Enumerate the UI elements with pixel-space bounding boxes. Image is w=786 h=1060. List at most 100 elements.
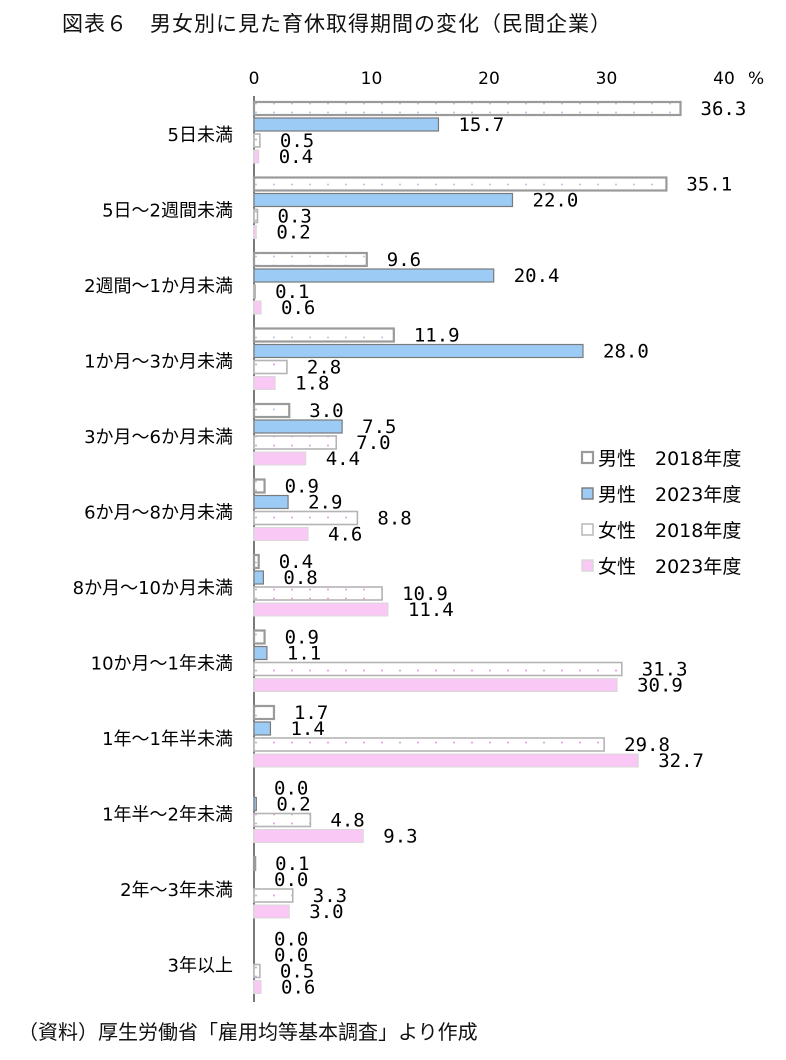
value-label: 0.6 (281, 297, 315, 319)
value-label: 29.8 (624, 734, 670, 756)
value-label: 1.4 (290, 718, 324, 740)
category-label: 3年以上 (168, 955, 233, 976)
bar-series-1 (252, 478, 266, 494)
value-label: 10.9 (402, 583, 448, 605)
bar-layer (252, 100, 682, 994)
value-label: 2.8 (307, 357, 341, 379)
value-label: 7.0 (356, 432, 390, 454)
value-label: 0.5 (280, 130, 314, 152)
bar-series-1 (252, 629, 266, 645)
bar-series-4 (253, 451, 307, 466)
value-label: 1.7 (294, 702, 328, 724)
bar-series-4 (253, 225, 257, 239)
legend-label: 女性 2023年度 (598, 556, 741, 578)
category-label: 6か月～8か月未満 (84, 502, 233, 523)
value-label: 0.0 (274, 869, 308, 891)
value-label: 7.5 (362, 416, 396, 438)
bar-series-2 (253, 721, 272, 736)
category-label: 1年半～2年未満 (102, 804, 233, 825)
value-label: 0.3 (278, 206, 312, 228)
value-label: 4.6 (328, 524, 362, 546)
value-label: 0.8 (283, 567, 317, 589)
legend-swatch (581, 559, 594, 572)
bar-series-1 (252, 402, 291, 419)
value-label: 22.0 (533, 190, 579, 212)
legend-label: 男性 2023年度 (598, 484, 741, 506)
value-label: 35.1 (686, 174, 732, 196)
bar-series-4 (253, 300, 262, 315)
value-label: 0.2 (276, 794, 310, 816)
legend-swatch (580, 450, 595, 465)
bar-series-1 (252, 176, 668, 192)
bar-series-3 (253, 284, 256, 299)
bar-series-4 (253, 980, 262, 994)
legend-label: 女性 2018年度 (598, 520, 741, 542)
value-label: 0.9 (285, 627, 319, 649)
category-label: 10か月～1年未満 (91, 653, 233, 674)
bar-series-3 (253, 510, 359, 526)
bar-series-2 (253, 343, 584, 359)
value-label: 15.7 (458, 114, 504, 136)
bar-series-2 (253, 192, 514, 208)
x-tick-label: 40 (713, 69, 735, 89)
value-label: 11.4 (408, 599, 454, 621)
value-label: 28.0 (603, 341, 649, 363)
value-label: 36.3 (701, 98, 747, 120)
bar-series-2 (253, 117, 440, 132)
category-label: 3か月～6か月未満 (84, 427, 233, 448)
value-label: 4.8 (330, 810, 364, 832)
bar-series-4 (253, 678, 618, 692)
bar-series-4 (253, 753, 639, 768)
legend-swatch (581, 487, 594, 500)
bar-series-3 (253, 359, 288, 375)
x-tick-label: 0 (249, 69, 260, 89)
value-label-layer: 36.315.70.50.435.122.00.30.29.620.40.10.… (274, 98, 746, 999)
bar-series-3 (253, 737, 605, 752)
bar-chart: 0 10 20 30 40 % 5日未満 5日～2週間未満 2週間～1か月未満 1か月～3か月未満… (73, 69, 764, 1002)
value-label: 31.3 (642, 659, 688, 681)
bar-series-2 (253, 494, 289, 510)
source-note: （資料）厚生労働省「雇用均等基本調査」より作成 (18, 1020, 478, 1044)
bar-series-4 (253, 376, 276, 390)
bar-series-2 (253, 570, 264, 585)
value-label: 8.8 (377, 508, 411, 530)
value-label: 11.9 (414, 325, 460, 347)
category-label: 1年～1年半未満 (102, 729, 233, 750)
category-label: 2週間～1か月未満 (84, 276, 233, 297)
value-label: 1.8 (295, 373, 329, 395)
bar-series-3 (253, 133, 261, 148)
value-label: 30.9 (637, 675, 683, 697)
bar-series-4 (253, 149, 260, 164)
value-label: 0.0 (274, 778, 308, 800)
value-label: 3.0 (309, 901, 343, 923)
value-label: 0.4 (279, 551, 313, 573)
bar-series-3 (253, 661, 623, 677)
bar-series-3 (253, 812, 312, 828)
bar-series-3 (253, 888, 294, 903)
legend-swatch (581, 523, 594, 536)
bar-series-1 (252, 553, 260, 570)
category-label: 5日未満 (168, 125, 233, 146)
value-label: 0.2 (276, 222, 310, 244)
value-label: 9.6 (387, 249, 421, 271)
x-tick-label: 10 (361, 69, 383, 89)
bar-series-4 (253, 527, 309, 541)
legend-label: 男性 2018年度 (598, 448, 741, 470)
bar-series-4 (253, 829, 364, 843)
bar-series-2 (253, 419, 343, 434)
bar-series-1 (252, 100, 682, 117)
bar-series-1 (252, 251, 368, 268)
category-label: 1か月～3か月未満 (84, 351, 233, 372)
category-label: 8か月～10か月未満 (73, 578, 233, 599)
bar-series-2 (253, 796, 257, 812)
value-label: 3.0 (309, 400, 343, 422)
bar-series-3 (253, 208, 259, 224)
value-label: 0.5 (280, 961, 314, 983)
category-label: 5日～2週間未満 (102, 200, 233, 221)
value-label: 0.1 (275, 853, 309, 875)
bar-series-3 (253, 963, 261, 979)
value-label: 0.4 (279, 146, 313, 168)
x-tick-label: 20 (478, 69, 500, 89)
value-label: 0.1 (275, 281, 309, 303)
